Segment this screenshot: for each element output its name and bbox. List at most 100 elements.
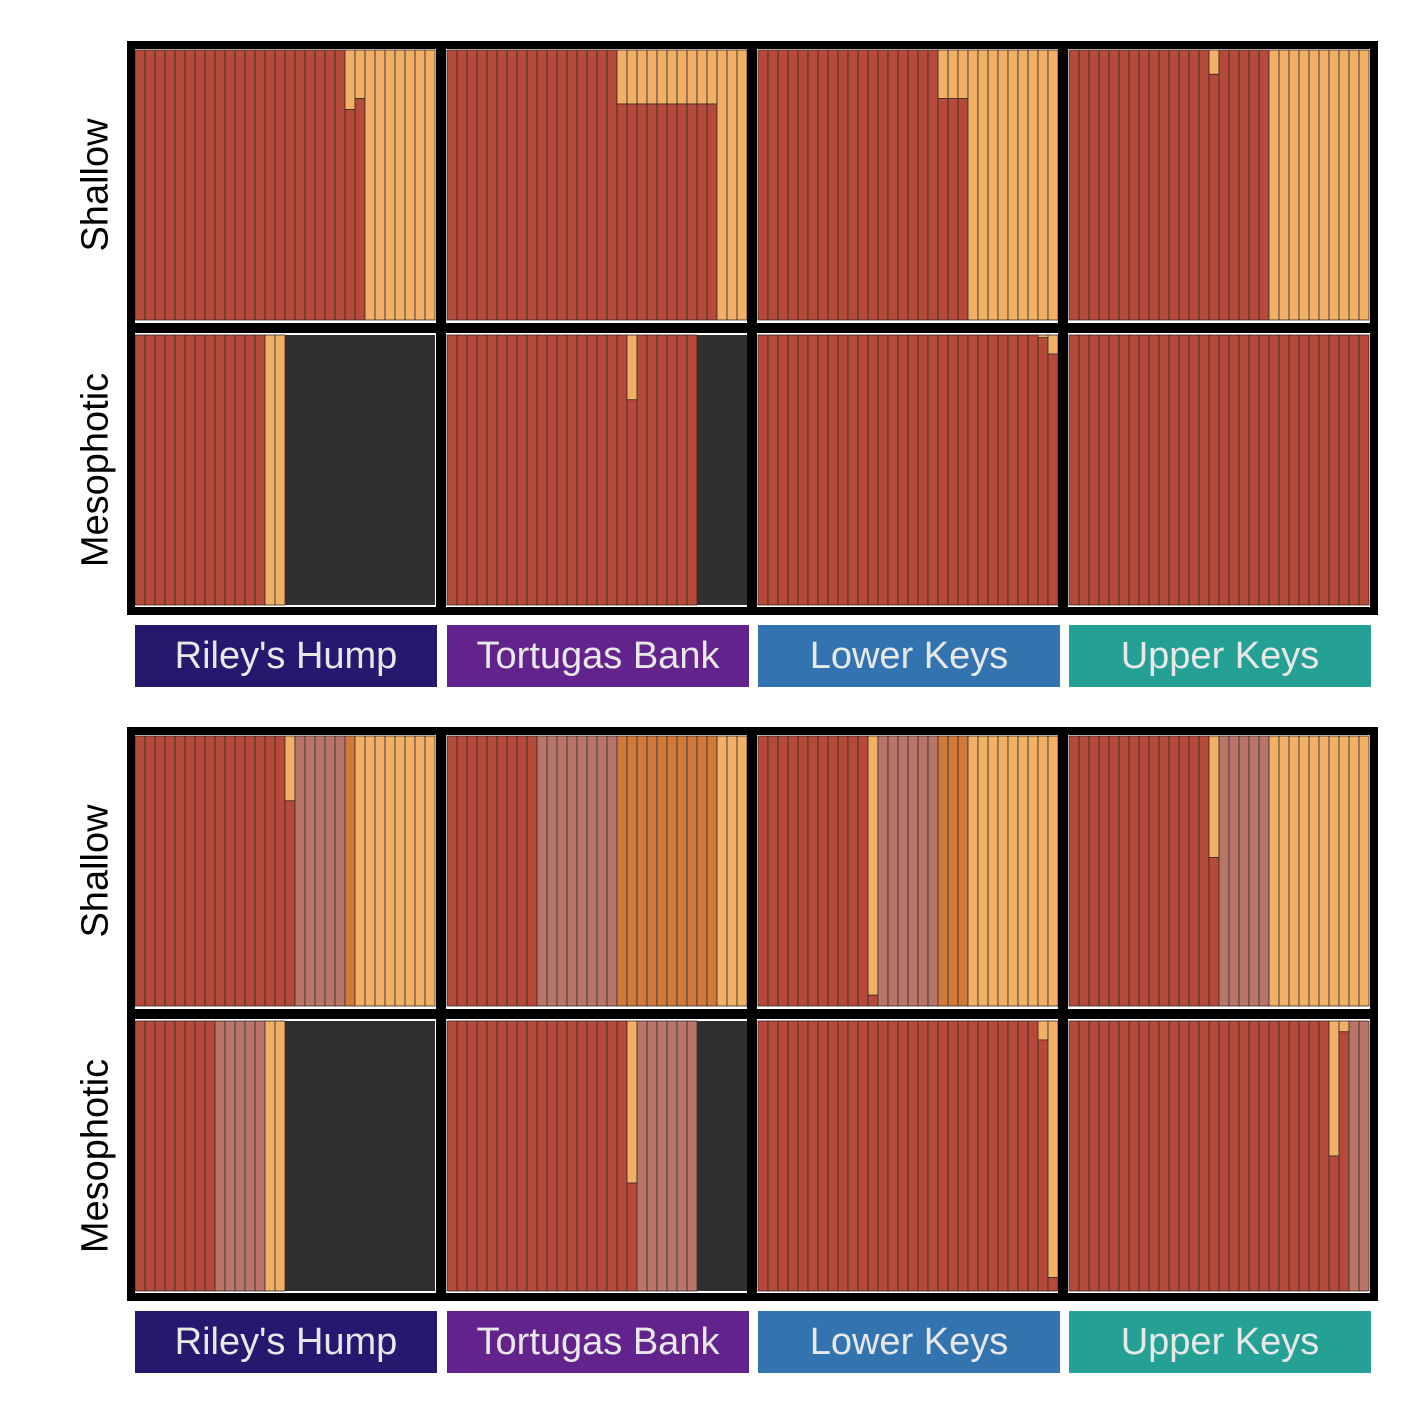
- bar-segment: [927, 49, 939, 321]
- bar-segment: [907, 1020, 919, 1292]
- bar-segment: [1288, 735, 1300, 1007]
- bar-segment: [987, 1020, 999, 1292]
- bar-segment: [787, 334, 799, 606]
- bar-segment: [917, 1020, 929, 1292]
- bar-segment: [656, 334, 668, 606]
- bar-segment: [295, 335, 305, 605]
- bar-segment: [867, 994, 879, 1007]
- panel-mesophotic-0: [134, 334, 435, 606]
- bar-segment: [536, 49, 548, 321]
- bar-segment: [556, 334, 568, 606]
- bar-segment: [486, 1020, 498, 1292]
- bar-segment: [466, 49, 478, 321]
- bar-segment: [837, 735, 849, 1007]
- bar-segment: [304, 735, 316, 1007]
- bar-segment: [1308, 1020, 1320, 1292]
- bar-segment: [717, 335, 727, 605]
- bar-segment: [1188, 1020, 1200, 1292]
- bar-segment: [546, 735, 558, 1007]
- bar-segment: [1198, 334, 1210, 606]
- bar-segment: [606, 334, 618, 606]
- bar-segment: [1118, 334, 1130, 606]
- bar-segment: [1248, 49, 1260, 321]
- bar-segment: [666, 1020, 678, 1292]
- bar-segment: [1068, 49, 1080, 321]
- bar-segment: [857, 334, 869, 606]
- bar-segment: [656, 735, 668, 1007]
- bar-segment: [897, 1020, 909, 1292]
- bar-segment: [1328, 1155, 1340, 1292]
- bar-segment: [1298, 1020, 1310, 1292]
- bar-segment: [476, 735, 488, 1007]
- bar-segment: [1068, 334, 1080, 606]
- bar-segment: [887, 1020, 899, 1292]
- bar-segment: [325, 1021, 335, 1291]
- bar-segment: [1027, 1020, 1039, 1292]
- bar-segment: [214, 334, 226, 606]
- bar-segment: [897, 49, 909, 321]
- bar-segment: [1027, 49, 1039, 321]
- bar-segment: [967, 1020, 979, 1292]
- panel-shallow-1: [446, 49, 748, 321]
- bar-segment: [374, 735, 386, 1007]
- bar-segment: [526, 1020, 538, 1292]
- bar-segment-minor: [867, 735, 879, 996]
- bar-segment: [877, 49, 889, 321]
- bar-segment: [496, 334, 508, 606]
- bar-segment: [767, 334, 779, 606]
- bar-segment: [1098, 49, 1110, 321]
- bar-segment: [425, 1021, 435, 1291]
- bar-segment: [646, 334, 658, 606]
- bar-segment: [1238, 1020, 1250, 1292]
- region-strip-upper-keys: Upper Keys: [1069, 1311, 1371, 1373]
- bar-segment: [264, 735, 276, 1007]
- bar-segment: [636, 1020, 648, 1292]
- bar-segment-minor: [696, 49, 708, 105]
- bar-segment: [384, 49, 396, 321]
- bar-segment: [1128, 334, 1140, 606]
- bar-segment: [184, 49, 196, 321]
- bar-segment-minor: [1328, 1020, 1340, 1157]
- bar-segment: [194, 334, 206, 606]
- bar-segment: [164, 49, 176, 321]
- bar-segment: [1007, 1020, 1019, 1292]
- bar-segment: [446, 334, 458, 606]
- bar-segment: [697, 335, 707, 605]
- bar-segment: [1238, 334, 1250, 606]
- bar-segment: [174, 1020, 186, 1292]
- bar-segment: [546, 49, 558, 321]
- bar-segment: [1047, 1277, 1059, 1292]
- bar-segment: [224, 735, 236, 1007]
- bar-segment: [1318, 735, 1330, 1007]
- bar-segment: [144, 735, 156, 1007]
- bar-segment: [1007, 735, 1019, 1007]
- bar-segment: [1338, 1031, 1350, 1292]
- bar-segment: [516, 49, 528, 321]
- bar-segment: [626, 735, 638, 1007]
- bar-segment-minor: [676, 49, 688, 105]
- bar-segment: [144, 334, 156, 606]
- bar-segment: [947, 735, 959, 1007]
- bar-segment: [807, 1020, 819, 1292]
- bar-segment: [364, 49, 376, 321]
- bar-segment: [385, 335, 395, 605]
- panel-mesophotic-3: [1068, 1020, 1370, 1292]
- bar-segment: [134, 1020, 146, 1292]
- bar-segment: [1138, 1020, 1150, 1292]
- bar-segment: [917, 735, 929, 1007]
- bar-segment: [997, 49, 1009, 321]
- bar-segment: [1268, 735, 1280, 1007]
- bar-segment: [1108, 735, 1120, 1007]
- bar-segment: [1178, 334, 1190, 606]
- bar-segment: [405, 1021, 415, 1291]
- bar-segment: [1248, 735, 1260, 1007]
- bar-segment: [877, 334, 889, 606]
- bar-segment: [566, 334, 578, 606]
- bar-segment: [305, 1021, 315, 1291]
- bar-segment: [927, 735, 939, 1007]
- bar-segment: [456, 1020, 468, 1292]
- bar-segment: [967, 49, 979, 321]
- bar-segment: [1148, 735, 1160, 1007]
- bar-segment: [1088, 1020, 1100, 1292]
- bar-segment: [254, 49, 266, 321]
